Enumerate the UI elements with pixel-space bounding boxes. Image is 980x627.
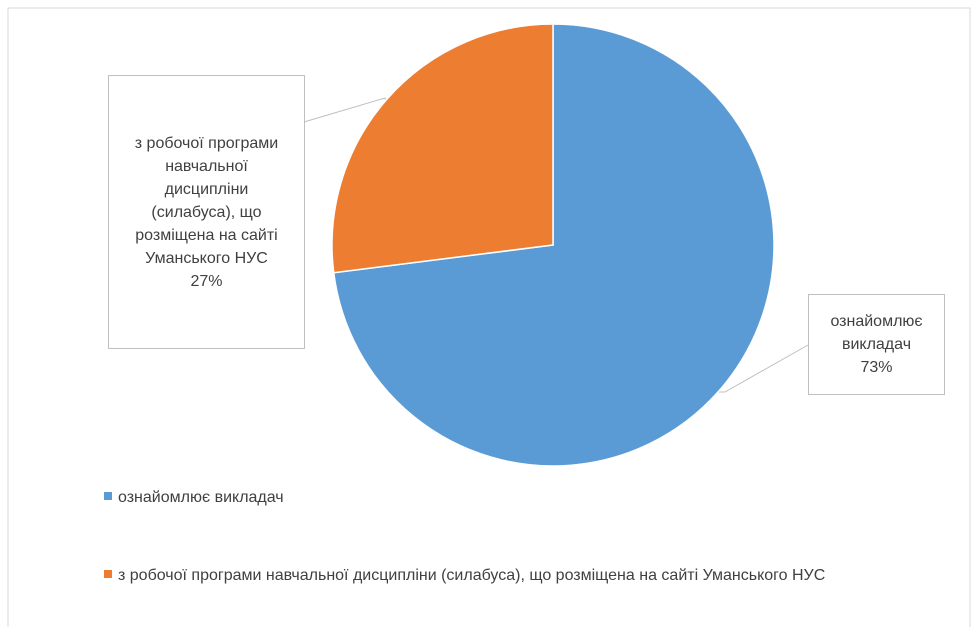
legend-label: ознайомлює викладач <box>118 489 284 506</box>
legend-item: з робочої програми навчальної дисципліни… <box>104 564 924 588</box>
legend-label: з робочої програми навчальної дисципліни… <box>118 567 826 584</box>
data-label: з робочої програми навчальної дисципліни… <box>108 75 305 349</box>
data-label-category: ознайомлює викладач <box>830 313 923 353</box>
data-label-value: 73% <box>860 359 893 376</box>
legend-swatch <box>104 570 112 578</box>
pie-slice <box>332 23 775 467</box>
pie-slice <box>331 23 554 274</box>
data-label-category: з робочої програми навчальної дисципліни… <box>134 134 279 267</box>
legend-swatch <box>104 492 112 500</box>
data-label: ознайомлює викладач 73% <box>808 294 945 395</box>
chart-frame <box>7 7 971 627</box>
legend-item: ознайомлює викладач <box>104 486 924 510</box>
data-label-value: 27% <box>190 272 223 290</box>
